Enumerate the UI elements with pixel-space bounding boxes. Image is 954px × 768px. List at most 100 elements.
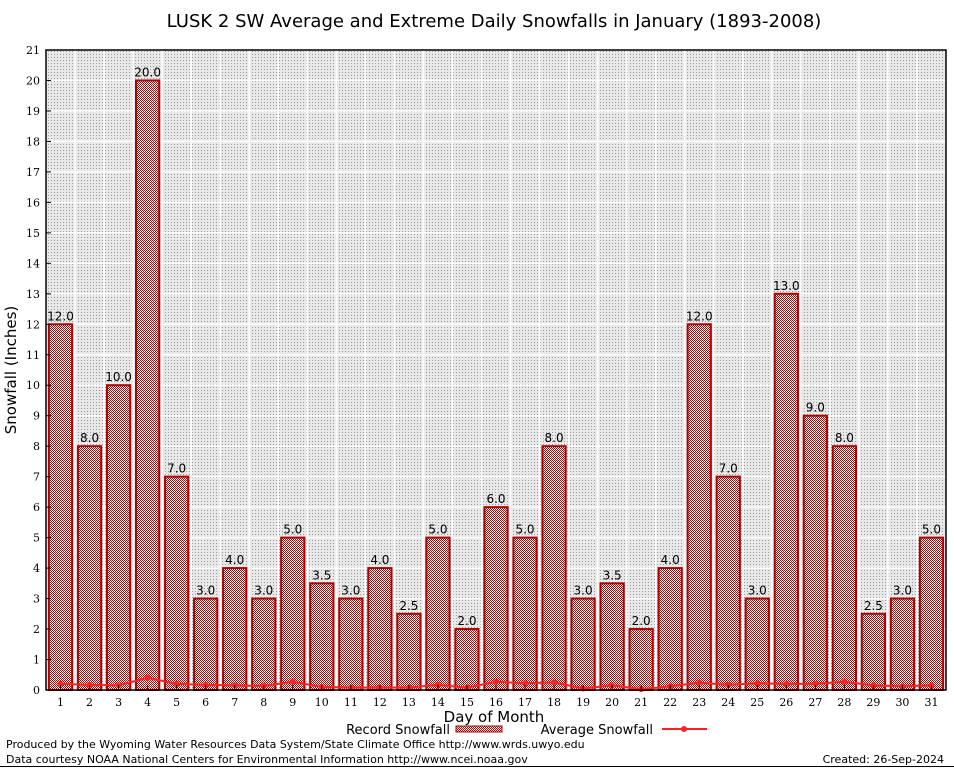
y-tick-label: 20 [26, 74, 40, 87]
x-tick-label: 27 [808, 696, 822, 709]
footer-divider [0, 766, 954, 767]
bar-value-label: 7.0 [167, 462, 186, 476]
y-tick-label: 1 [33, 654, 40, 667]
y-tick-label: 6 [33, 501, 40, 514]
bar-value-label: 2.0 [632, 614, 651, 628]
average-snowfall-point [57, 680, 64, 687]
bar-value-label: 3.5 [312, 568, 331, 582]
average-snowfall-point [144, 674, 151, 681]
x-tick-label: 1 [57, 696, 64, 709]
chart-title: LUSK 2 SW Average and Extreme Daily Snow… [167, 11, 822, 32]
average-snowfall-point [725, 681, 732, 688]
bar-value-label: 13.0 [773, 279, 800, 293]
y-tick-label: 5 [33, 532, 40, 545]
x-tick-label: 12 [373, 696, 387, 709]
y-tick-label: 10 [26, 379, 40, 392]
legend-record-swatch [455, 725, 503, 733]
average-snowfall-point [754, 680, 761, 687]
y-tick-label: 0 [33, 684, 40, 697]
y-tick-label: 12 [26, 318, 40, 331]
bar-record-day-15 [454, 628, 480, 691]
y-tick-label: 18 [26, 135, 40, 148]
bar-record-day-9 [280, 536, 306, 691]
bar-record-day-16 [483, 506, 509, 691]
bar-record-day-18 [541, 445, 567, 692]
average-snowfall-point [522, 680, 529, 687]
bar-record-day-28 [831, 445, 857, 692]
average-snowfall-point [289, 678, 296, 685]
bar-record-day-5 [164, 475, 190, 691]
y-tick-label: 19 [26, 105, 40, 118]
bar-value-label: 3.0 [893, 584, 912, 598]
x-tick-label: 16 [489, 696, 503, 709]
x-tick-label: 22 [663, 696, 677, 709]
bar-record-day-21 [628, 628, 654, 691]
y-tick-label: 4 [33, 562, 40, 575]
bar-value-label: 4.0 [370, 553, 389, 567]
average-snowfall-point [86, 681, 93, 688]
bar-record-day-22 [657, 567, 683, 691]
x-tick-label: 20 [605, 696, 619, 709]
x-tick-label: 3 [115, 696, 122, 709]
bar-value-label: 3.0 [341, 584, 360, 598]
bar-record-day-26 [773, 292, 799, 691]
average-snowfall-point [434, 681, 441, 688]
x-tick-label: 11 [344, 696, 358, 709]
bar-record-day-7 [222, 567, 248, 691]
bar-value-label: 2.5 [399, 599, 418, 613]
legend-record-label: Record Snowfall [346, 723, 450, 738]
footer-created: Created: 26-Sep-2024 [822, 753, 944, 766]
bar-record-day-24 [715, 475, 741, 691]
y-tick-label: 3 [33, 593, 40, 606]
y-tick-label: 8 [33, 440, 40, 453]
y-tick-label: 13 [26, 288, 40, 301]
x-tick-label: 25 [750, 696, 764, 709]
y-tick-label: 21 [26, 44, 40, 57]
x-tick-label: 2 [86, 696, 93, 709]
bar-value-label: 5.0 [283, 523, 302, 537]
x-tick-label: 17 [518, 696, 532, 709]
bar-record-day-4 [135, 79, 161, 691]
x-tick-label: 23 [692, 696, 706, 709]
bar-record-day-14 [425, 536, 451, 691]
bar-value-label: 20.0 [134, 65, 161, 79]
bar-value-label: 3.0 [574, 584, 593, 598]
bar-record-day-17 [512, 536, 538, 691]
x-tick-label: 31 [924, 696, 938, 709]
x-tick-label: 28 [837, 696, 851, 709]
y-tick-label: 2 [33, 623, 40, 636]
bar-record-day-11 [338, 597, 364, 691]
x-tick-label: 19 [576, 696, 590, 709]
x-tick-label: 14 [431, 696, 445, 709]
bar-value-label: 2.0 [457, 614, 476, 628]
bar-value-label: 9.0 [806, 401, 825, 415]
bar-record-day-8 [251, 597, 277, 691]
x-tick-label: 18 [547, 696, 561, 709]
footer-produced-by: Produced by the Wyoming Water Resources … [6, 738, 585, 751]
y-tick-label: 15 [26, 227, 40, 240]
bar-value-label: 3.0 [748, 584, 767, 598]
y-tick-label: 16 [26, 196, 40, 209]
x-axis-label: Day of Month [444, 708, 545, 726]
bar-value-label: 7.0 [719, 462, 738, 476]
bar-record-day-2 [76, 445, 103, 692]
average-snowfall-point [783, 680, 790, 687]
average-snowfall-point [202, 681, 209, 688]
y-tick-label: 9 [33, 410, 40, 423]
x-tick-label: 7 [231, 696, 238, 709]
bar-value-label: 2.5 [864, 599, 883, 613]
x-tick-label: 8 [260, 696, 267, 709]
y-tick-label: 11 [26, 349, 40, 362]
bar-record-day-10 [309, 582, 335, 691]
bar-record-day-30 [889, 597, 916, 691]
legend-average-label: Average Snowfall [541, 723, 653, 738]
bar-value-label: 3.0 [196, 584, 215, 598]
y-tick-label: 7 [33, 471, 40, 484]
bar-value-label: 12.0 [47, 309, 74, 323]
y-tick-label: 17 [26, 166, 40, 179]
bar-value-label: 4.0 [661, 553, 680, 567]
bar-value-label: 8.0 [80, 431, 99, 445]
legend-average-marker [681, 726, 687, 732]
bar-record-day-27 [802, 414, 828, 691]
